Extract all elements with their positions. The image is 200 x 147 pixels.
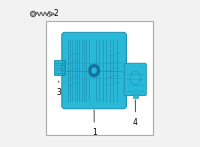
- Text: 1: 1: [92, 110, 96, 137]
- FancyBboxPatch shape: [62, 32, 126, 109]
- Ellipse shape: [62, 60, 65, 75]
- Ellipse shape: [88, 64, 100, 77]
- Ellipse shape: [91, 67, 97, 74]
- Bar: [133, 94, 138, 98]
- Text: 3: 3: [56, 81, 61, 97]
- Bar: [46, 21, 153, 135]
- FancyBboxPatch shape: [124, 63, 146, 96]
- Bar: [54, 60, 65, 75]
- Bar: [122, 62, 126, 79]
- Text: 4: 4: [133, 100, 138, 127]
- Text: 2: 2: [47, 9, 58, 19]
